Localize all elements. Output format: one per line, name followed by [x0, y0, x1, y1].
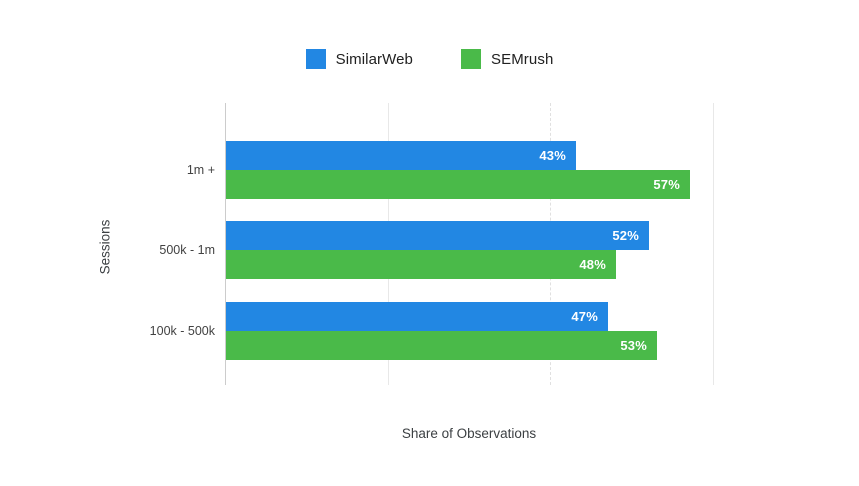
chart-legend: SimilarWeb SEMrush [0, 49, 859, 69]
bar-similarweb-2[interactable]: 52% [226, 221, 649, 250]
category-label: 100k - 500k [149, 324, 215, 338]
legend-item-semrush[interactable]: SEMrush [461, 49, 553, 69]
legend-item-similarweb[interactable]: SimilarWeb [305, 49, 413, 69]
bar-value-label: 53% [620, 338, 647, 353]
legend-label-similarweb: SimilarWeb [335, 50, 413, 68]
bar-value-label: 48% [579, 257, 606, 272]
x-axis-title: Share of Observations [401, 426, 537, 441]
bar-similarweb-3[interactable]: 47% [226, 302, 608, 331]
bar-semrush-1[interactable]: 57% [226, 170, 690, 199]
bar-semrush-3[interactable]: 53% [226, 331, 657, 360]
y-axis-line [225, 103, 226, 385]
bar-value-label: 57% [653, 177, 680, 192]
category-label: 500k - 1m [159, 243, 215, 257]
y-axis-title: Sessions [97, 219, 113, 275]
bar-semrush-2[interactable]: 48% [226, 250, 616, 279]
category-label: 1m + [186, 163, 215, 177]
bar-value-label: 52% [612, 228, 639, 243]
legend-swatch-similarweb [305, 49, 326, 69]
bar-value-label: 43% [539, 148, 566, 163]
plot-area: 43% 57% 52% 48% 47% 53% [225, 103, 714, 385]
bar-similarweb-1[interactable]: 43% [226, 141, 576, 170]
gridline-60pct [713, 103, 714, 385]
legend-label-semrush: SEMrush [491, 50, 554, 68]
legend-swatch-semrush [461, 49, 481, 69]
bar-value-label: 47% [571, 309, 598, 324]
